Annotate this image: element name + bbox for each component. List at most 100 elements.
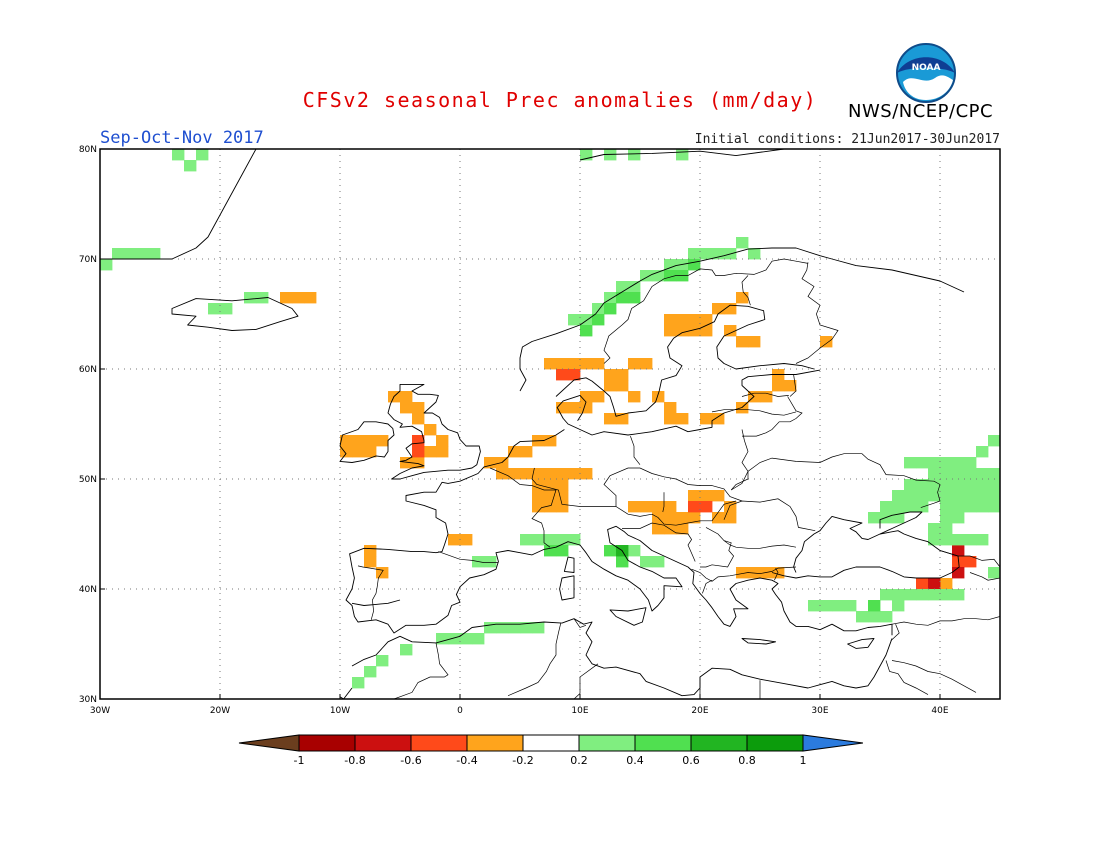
anomaly-cell [436,446,449,458]
anomaly-cell [892,512,905,524]
anomaly-cell [592,391,605,403]
anomaly-cell [820,336,833,348]
legend-swatch [802,734,863,752]
anomaly-cell [424,424,437,436]
anomaly-cell [940,490,953,502]
anomaly-cell [568,534,581,546]
anomaly-cell [724,325,737,337]
anomaly-cell [916,501,929,513]
anomaly-cell [700,501,713,513]
anomaly-cell [1000,501,1012,512]
anomaly-cell [952,501,965,513]
anomaly-cell [928,578,941,590]
anomaly-cell [220,303,233,315]
legend-tick-label: -0.2 [512,754,533,767]
anomaly-cell [976,479,989,491]
anomaly-cell [748,567,761,579]
anomaly-cell [916,457,929,469]
coastline [345,429,893,636]
region-scandinavia-east [664,292,833,414]
legend-tick-label: 0.8 [738,754,756,767]
anomaly-cell [880,611,893,623]
legend-tick-label: -0.8 [344,754,365,767]
anomaly-cell [616,281,629,293]
country-border [723,498,816,532]
coastline [579,149,785,161]
country-border [742,396,803,437]
anomaly-cell [844,600,857,612]
anomaly-cell [544,534,557,546]
country-border [723,540,797,549]
legend-tick-label: 0.2 [570,754,588,767]
anomaly-cell [748,336,761,348]
anomaly-cell [616,292,629,304]
anomaly-cell [436,633,449,645]
anomaly-cell [352,677,365,689]
anomaly-cell [448,534,461,546]
anomaly-cell [652,556,665,568]
anomaly-cell [496,622,509,634]
anomaly-cell [592,314,605,326]
anomaly-cell [928,490,941,502]
coastline [563,556,575,573]
country-border [789,374,797,397]
lat-tick-label: 60N [79,365,97,375]
anomaly-cell [580,402,593,414]
region-south-norway-strong [556,369,581,381]
anomaly-cell [628,391,641,403]
anomaly-cell [148,248,161,260]
anomaly-cell [412,446,425,458]
anomaly-cell [628,292,641,304]
anomaly-cell [424,446,437,458]
anomaly-cell [100,259,113,271]
anomaly-cell [940,457,953,469]
anomaly-cell [568,402,581,414]
anomaly-cell [904,589,917,601]
anomaly-cell [412,413,425,425]
legend-tick-label: 0.6 [682,754,700,767]
map-frame [99,148,1001,700]
anomaly-cell [964,534,977,546]
anomaly-cell [544,501,557,513]
legend-tick-label: 1 [800,754,807,767]
anomaly-cell [592,358,605,370]
anomaly-cell [640,501,653,513]
anomaly-cell [544,468,557,480]
anomaly-cell [916,479,929,491]
anomaly-cell [412,435,425,447]
country-border [890,624,900,641]
country-border [438,551,499,563]
anomaly-map: 30W 20W 10W 0 10E 20E 30E 40E 30N 40N 50N 60N 70N 80N [79,145,1001,716]
anomaly-cell [376,435,389,447]
anomaly-cell [988,490,1000,502]
legend-tick-label: -0.4 [456,754,477,767]
anomaly-cell [652,523,665,535]
anomaly-cell [472,633,485,645]
initial-conditions-label: Initial conditions: 21Jun2017-30Jun2017 [694,132,1000,147]
lat-tick-label: 50N [79,475,97,485]
anomaly-cell [940,468,953,480]
anomaly-cell [712,413,725,425]
anomaly-cell [580,391,593,403]
anomaly-cell [532,468,545,480]
anomaly-cell [964,457,977,469]
anomaly-cell [664,501,677,513]
anomaly-cell [664,523,677,535]
coastline [771,515,960,579]
anomaly-cell [664,325,677,337]
anomaly-cell [580,468,593,480]
anomaly-cell [436,435,449,447]
lat-tick-label: 40N [79,585,97,595]
region-uk-strong [412,435,425,458]
map-title: CFSv2 seasonal Prec anomalies (mm/day) [302,88,818,112]
region-central-europe [628,490,737,535]
anomaly-cell [520,446,533,458]
anomaly-cell [520,468,533,480]
country-border [795,262,839,364]
anomaly-cell [868,512,881,524]
anomaly-cell [892,501,905,513]
anomaly-cell [940,578,953,590]
anomaly-cell [736,336,749,348]
anomaly-cell [400,644,413,656]
anomaly-cell [244,292,257,304]
